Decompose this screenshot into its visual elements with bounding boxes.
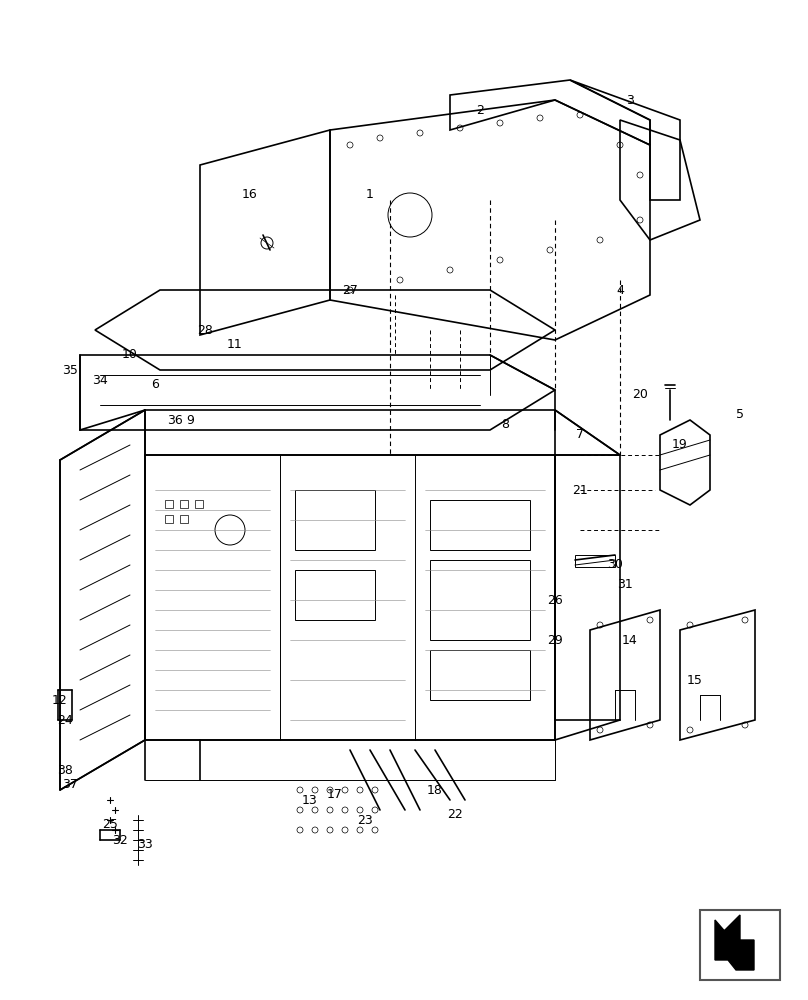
Bar: [165, 515, 173, 523]
Text: 1: 1: [366, 188, 374, 202]
Bar: [180, 500, 188, 508]
Text: 4: 4: [616, 284, 624, 296]
Text: 25: 25: [102, 818, 118, 832]
Bar: [430, 650, 530, 700]
Text: 21: 21: [572, 484, 588, 496]
Bar: [165, 500, 173, 508]
Text: 34: 34: [92, 373, 108, 386]
Text: 8: 8: [501, 418, 509, 432]
Bar: [295, 570, 375, 620]
Bar: [430, 560, 530, 640]
Text: 23: 23: [357, 814, 372, 826]
Text: 24: 24: [57, 714, 73, 726]
Text: 9: 9: [186, 414, 194, 426]
Text: 7: 7: [576, 428, 584, 442]
Text: 29: 29: [547, 634, 563, 647]
Bar: [430, 500, 530, 550]
Text: 28: 28: [197, 324, 213, 336]
Bar: [575, 555, 615, 567]
Text: 15: 15: [687, 674, 703, 686]
Text: 12: 12: [53, 694, 68, 706]
Text: 13: 13: [302, 794, 318, 806]
Text: 14: 14: [622, 634, 638, 647]
Bar: [295, 490, 375, 550]
Text: 16: 16: [242, 188, 258, 202]
Text: 18: 18: [427, 784, 443, 796]
Polygon shape: [715, 915, 754, 970]
Text: 3: 3: [626, 94, 634, 106]
Text: 10: 10: [122, 349, 138, 361]
Text: 2: 2: [476, 104, 484, 116]
Bar: [180, 515, 188, 523]
Text: 33: 33: [137, 838, 153, 852]
Text: 6: 6: [151, 378, 159, 391]
Text: 19: 19: [672, 438, 688, 452]
Text: 36: 36: [167, 414, 183, 426]
Text: 26: 26: [547, 593, 563, 606]
Bar: [195, 500, 203, 508]
Text: 31: 31: [617, 578, 633, 591]
Text: 30: 30: [607, 558, 623, 572]
Text: 20: 20: [632, 388, 648, 401]
Text: 38: 38: [57, 764, 73, 776]
Text: 27: 27: [342, 284, 358, 296]
Text: 11: 11: [227, 338, 243, 352]
Text: 37: 37: [62, 778, 78, 792]
Text: 35: 35: [62, 363, 78, 376]
Text: 5: 5: [736, 408, 744, 422]
Text: 32: 32: [112, 834, 128, 846]
Text: 22: 22: [447, 808, 463, 822]
Bar: [700, 910, 780, 980]
Text: 17: 17: [327, 788, 343, 802]
